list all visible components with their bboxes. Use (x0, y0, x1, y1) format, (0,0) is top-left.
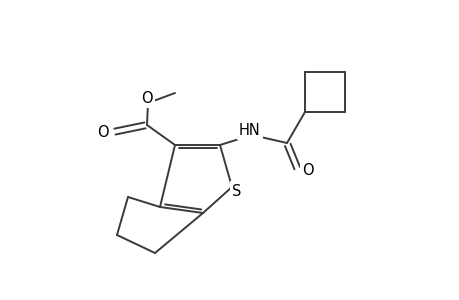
Text: O: O (302, 163, 313, 178)
Text: O: O (97, 124, 109, 140)
Text: S: S (232, 184, 241, 199)
Text: HN: HN (239, 122, 260, 137)
Text: O: O (141, 91, 152, 106)
